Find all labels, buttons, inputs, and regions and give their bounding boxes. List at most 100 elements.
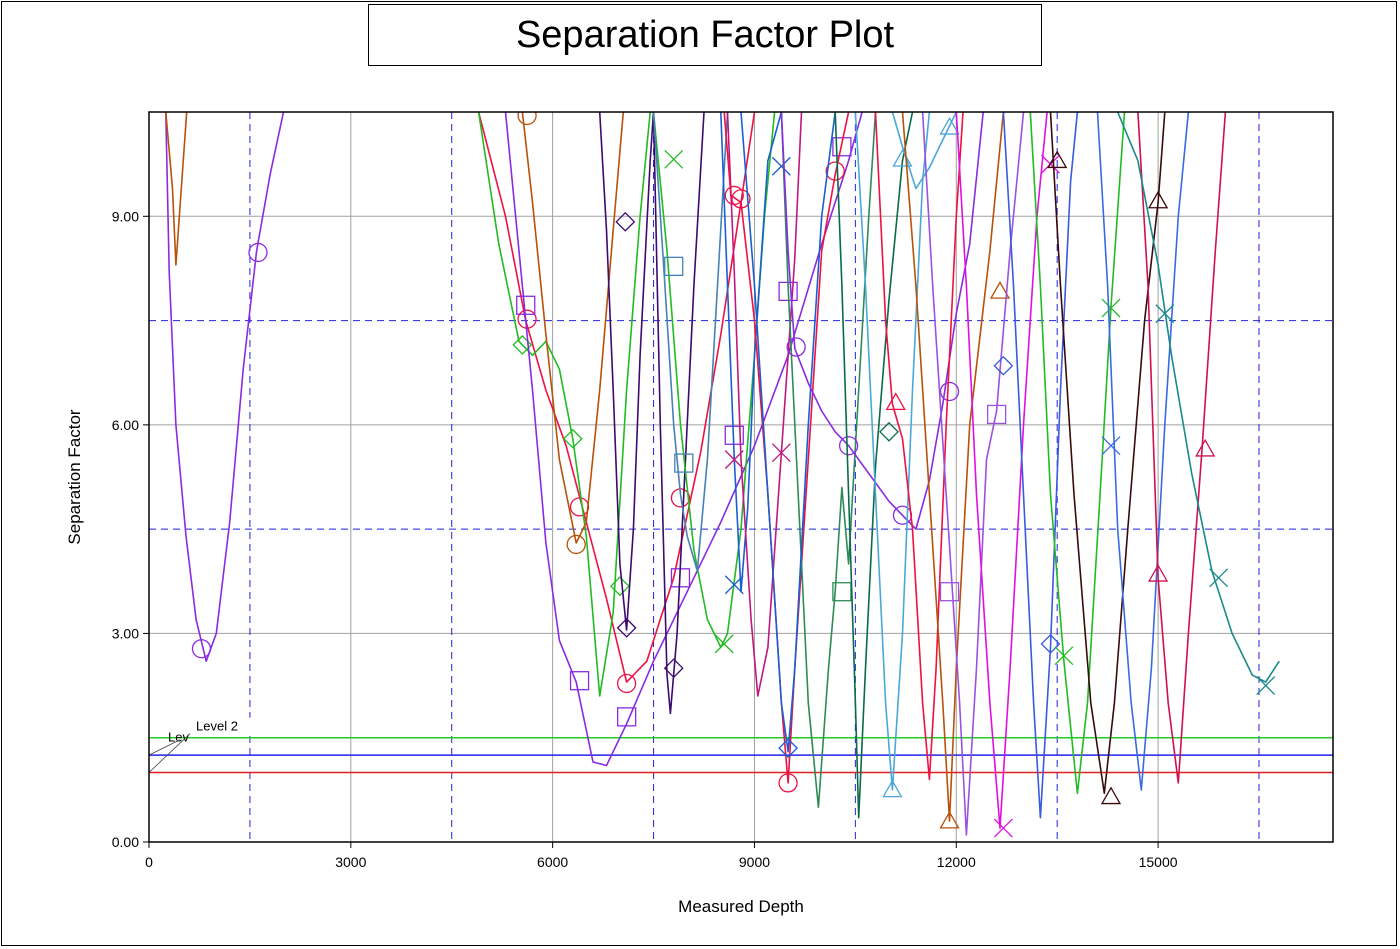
series-6 [598,112,655,638]
series-line [780,112,877,809]
series-marker-triangle [989,281,1011,299]
series-marker-circle [825,161,845,181]
series-line [477,112,756,683]
series-21 [921,112,1025,836]
series-marker-square [516,295,536,315]
series-marker-cross [1256,676,1276,696]
x-tick-label: 6000 [537,854,568,870]
series-line [652,112,729,572]
series-line [854,112,931,791]
x-tick-label: 12000 [937,854,976,870]
series-marker-square [832,582,852,602]
series-marker-cross [771,156,791,176]
grid-layer [149,112,1333,842]
series-marker-cross [724,450,744,470]
series-marker-triangle [939,116,960,135]
series-marker-circle [778,773,798,793]
x-axis-title: Measured Depth [678,897,804,916]
series-marker-cross [664,149,684,169]
series-marker-circle [517,112,537,126]
series-marker-triangle [885,392,906,411]
series-marker-cross [1209,568,1229,588]
series-marker-diamond [562,428,583,449]
series-2 [477,112,756,694]
y-axis-title: Separation Factor [65,409,84,544]
series-marker-triangle [1100,786,1122,805]
series-line [1137,112,1227,784]
series-9 [652,112,729,572]
series-16 [834,112,914,819]
series-line [891,112,958,190]
series-line [901,112,1005,822]
y-tick-label: 9.00 [112,208,139,224]
level-label: Level 2 [196,719,238,734]
series-19 [874,112,964,781]
series-marker-circle [616,673,637,694]
series-17 [854,112,931,798]
series-marker-circle [838,436,859,456]
series-marker-triangle [1147,190,1169,209]
series-marker-square [616,707,637,727]
series-layer [165,112,1280,838]
series-26 [1096,112,1190,791]
series-marker-circle [786,337,806,357]
series-27 [1137,112,1227,784]
series-marker-triangle [1147,564,1169,582]
series-13 [780,112,877,809]
series-line [652,112,705,715]
series-marker-diamond [1040,633,1061,654]
series-marker-cross [1101,436,1121,456]
series-marker-cross [714,634,734,654]
series-marker-cross [724,575,744,595]
level-label-bg [192,717,262,734]
y-tick-label: 0.00 [112,834,139,850]
series-marker-circle [566,534,586,555]
series-line [598,112,655,631]
level-label-short: Lev [168,730,189,745]
series-18 [891,112,960,190]
series-marker-triangle [939,810,960,829]
series-marker-diamond [663,658,684,679]
series-marker-square [569,671,590,691]
series-marker-diamond [609,576,630,597]
series-marker-square [664,256,684,276]
series-marker-triangle [892,148,913,167]
series-7 [652,112,705,715]
series-marker-square [674,453,694,473]
series-23 [993,112,1079,819]
x-tick-label: 0 [145,854,153,870]
series-marker-diamond [778,738,799,759]
series-25 [1047,112,1169,805]
series-marker-square [832,137,852,157]
chart-title: Separation Factor Plot [368,4,1042,66]
series-0 [165,112,285,663]
series-line [740,112,836,753]
series-marker-diamond [879,421,899,442]
series-marker-triangle [1195,438,1216,457]
series-marker-circle [191,639,212,659]
x-tick-label: 15000 [1139,854,1178,870]
x-tick-label: 9000 [739,854,770,870]
series-line [1096,112,1190,791]
series-line [165,112,188,266]
series-line [1029,112,1126,795]
x-tick-label: 3000 [335,854,366,870]
series-marker-diamond [993,355,1014,376]
y-tick-label: 3.00 [112,625,139,641]
level-leader-line [148,739,181,756]
series-line [874,112,964,781]
series-line [477,112,651,697]
series-marker-cross [993,818,1013,838]
series-marker-square [939,582,960,602]
series-line [720,112,783,593]
level-leader-line [148,733,191,773]
series-line [165,112,285,663]
series-marker-cross [1101,298,1121,318]
series-line [1049,112,1166,795]
series-marker-diamond [616,617,637,638]
series-28 [1116,112,1280,696]
series-line [834,112,914,819]
series-line [504,112,863,767]
